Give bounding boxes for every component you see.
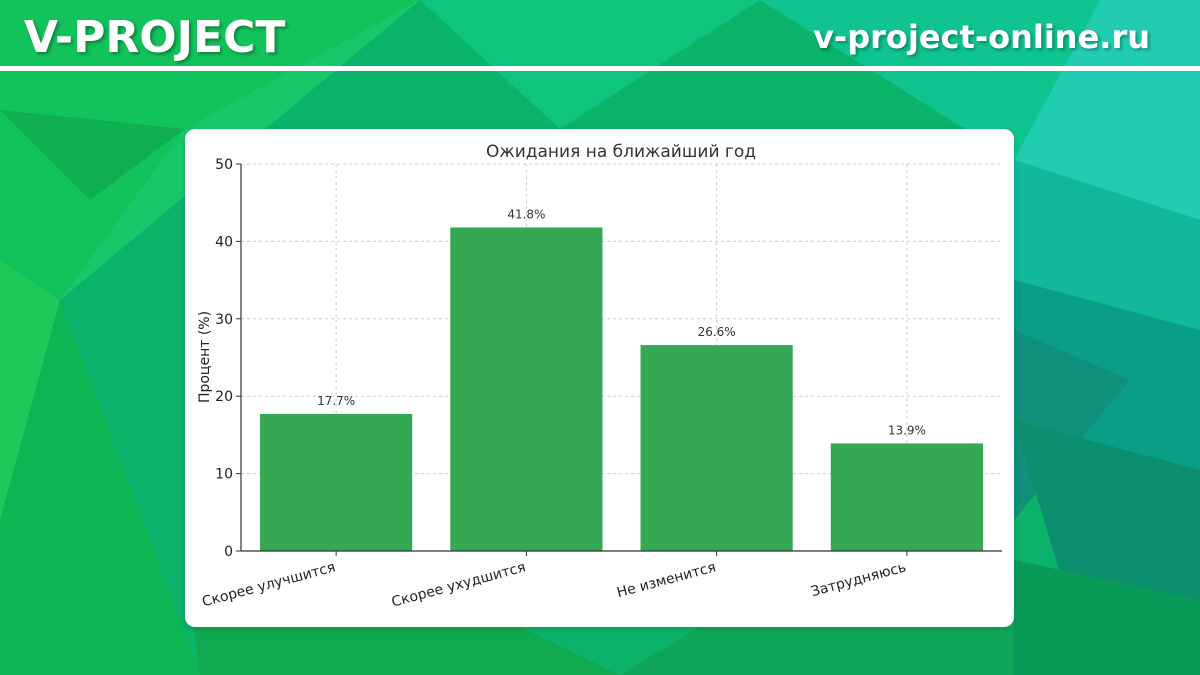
y-tick-label: 30 <box>215 312 233 328</box>
site-url[interactable]: v-project-online.ru <box>813 18 1150 56</box>
x-tick-label: Не изменится <box>615 559 718 601</box>
y-tick-label: 10 <box>215 467 233 483</box>
y-tick-label: 20 <box>215 389 233 405</box>
bar-value-label: 41.8% <box>507 207 545 221</box>
x-tick-label: Скорее улучшится <box>200 559 337 610</box>
x-tick-label: Скорее ухудшится <box>390 559 528 610</box>
bar-layer <box>260 227 983 551</box>
bar-chart: 0 10 20 30 40 50 Скорее улучшится Скорее ухудши… <box>197 142 1002 611</box>
bar-4 <box>830 443 983 551</box>
y-axis-label: Процент (%) <box>197 311 213 403</box>
chart-title: Ожидания на ближайший год <box>486 142 756 162</box>
chart-card: 0 10 20 30 40 50 Скорее улучшится Скорее ухудши… <box>185 129 1014 627</box>
y-tick-label: 0 <box>224 544 233 560</box>
bar-value-label: 26.6% <box>698 325 736 339</box>
x-tick-label: Затрудняюсь <box>809 559 908 600</box>
bar-1 <box>260 414 413 551</box>
label-layer: 17.7% 41.8% 26.6% 13.9% <box>317 207 926 437</box>
bar-2 <box>450 227 603 551</box>
bar-value-label: 17.7% <box>317 394 355 408</box>
header-divider <box>0 66 1200 71</box>
y-tick-label: 40 <box>215 234 233 250</box>
brand-title: V-PROJECT <box>24 12 286 63</box>
bar-3 <box>640 345 793 551</box>
bar-value-label: 13.9% <box>888 423 926 437</box>
y-tick-label: 50 <box>215 157 233 173</box>
